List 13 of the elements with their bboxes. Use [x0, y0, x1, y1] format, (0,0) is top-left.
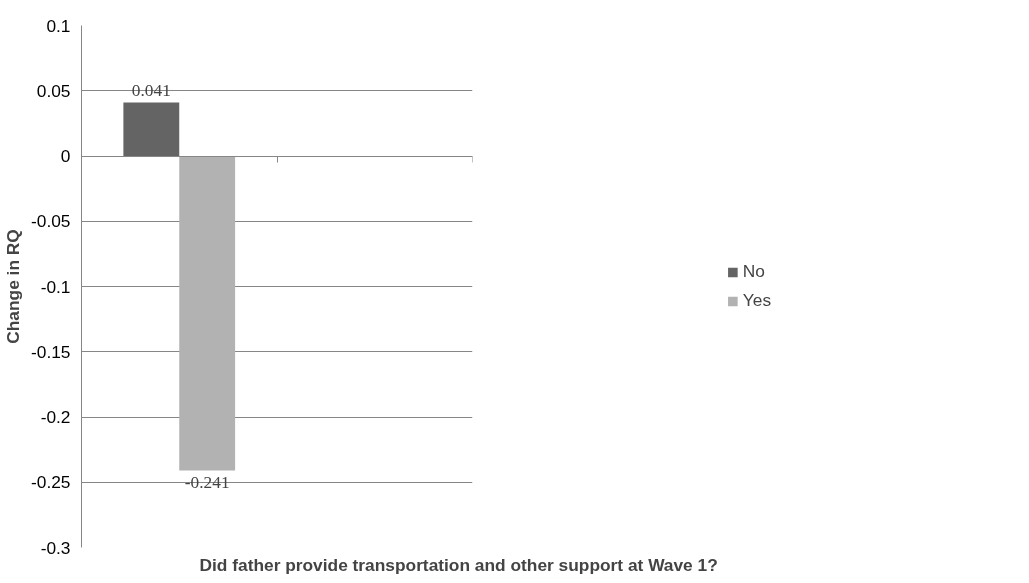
y-tick-label: -0.2: [40, 407, 71, 427]
x-axis-title: Did father provide transportation and other support at Wave 1?: [199, 554, 718, 575]
y-axis-title: Change in RQ: [3, 229, 23, 344]
y-tick-label: 0.05: [36, 80, 71, 101]
y-tick-label: -0.15: [31, 341, 71, 362]
y-tick-label: -0.05: [31, 211, 71, 232]
y-tick-label: -0.3: [40, 537, 71, 558]
y-tick-label: 0.1: [46, 15, 71, 36]
legend-label: No: [742, 261, 766, 282]
legend-label: Yes: [742, 290, 772, 311]
y-tick-label: 0: [60, 146, 71, 166]
y-tick-label: -0.25: [31, 472, 71, 493]
y-tick-label: -0.1: [40, 276, 71, 297]
